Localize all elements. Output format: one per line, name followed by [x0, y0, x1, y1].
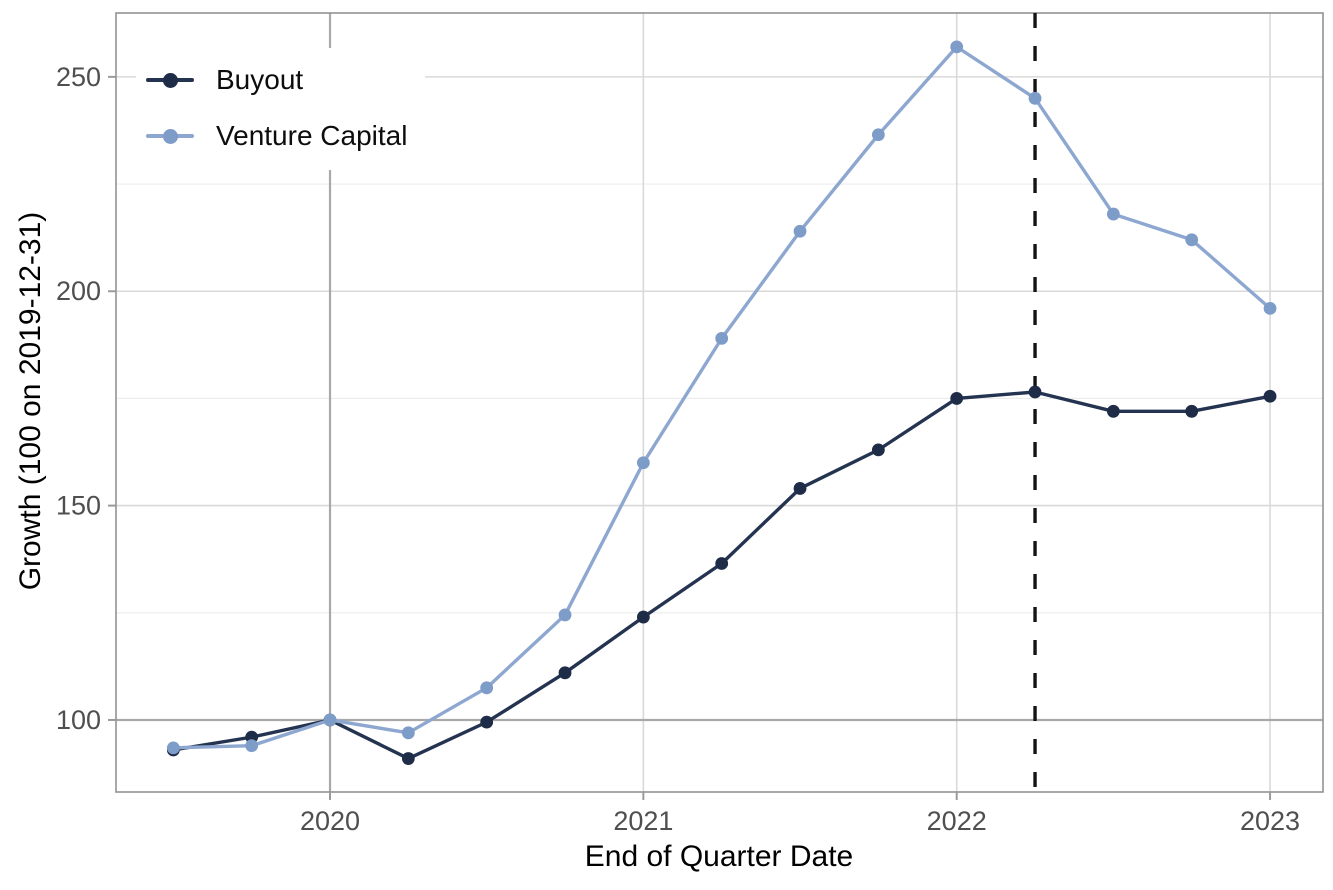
data-point-venture-capital [401, 726, 415, 740]
data-point-venture-capital [1263, 301, 1277, 315]
buyout-key-dot [162, 72, 178, 88]
legend-label-buyout: Buyout [216, 64, 304, 95]
data-point-venture-capital [1028, 91, 1042, 105]
data-point-venture-capital [793, 224, 807, 238]
y-tick-label: 250 [56, 62, 101, 92]
legend: Buyout Venture Capital [136, 48, 426, 170]
buyout-line-marker-icon [146, 71, 194, 89]
panel-border [115, 12, 1324, 793]
data-point-buyout [558, 666, 572, 680]
legend-item-venture-capital: Venture Capital [146, 108, 407, 164]
data-point-buyout [793, 482, 807, 495]
data-point-venture-capital [245, 739, 259, 753]
data-point-venture-capital [715, 332, 729, 345]
data-point-venture-capital [871, 128, 885, 142]
venture-capital-line-marker-icon [146, 127, 194, 145]
data-point-venture-capital [1106, 207, 1120, 221]
legend-label-venture-capital: Venture Capital [216, 120, 408, 151]
y-tick-label: 200 [56, 276, 101, 306]
data-point-buyout [950, 392, 964, 405]
x-axis-title: End of Quarter Date [584, 840, 854, 873]
x-tick-label: 2022 [927, 806, 987, 836]
data-point-venture-capital [480, 681, 494, 695]
x-tick-label: 2023 [1240, 806, 1300, 836]
data-point-buyout [1106, 404, 1120, 418]
data-point-venture-capital [323, 713, 337, 727]
data-point-buyout [871, 443, 885, 457]
data-point-buyout [1263, 389, 1277, 403]
legend-item-buyout: Buyout [146, 52, 407, 108]
data-point-venture-capital [636, 456, 650, 470]
x-tick-label: 2021 [613, 806, 673, 836]
data-point-venture-capital [166, 741, 180, 755]
data-point-venture-capital [950, 40, 964, 54]
data-point-buyout [401, 752, 415, 765]
data-point-venture-capital [1185, 233, 1199, 247]
data-point-buyout [1185, 404, 1199, 418]
data-point-buyout [715, 557, 729, 570]
y-axis-title: Growth (100 on 2019-12-31) [14, 211, 47, 591]
y-tick-label: 150 [56, 491, 101, 521]
x-tick-label: 2020 [300, 806, 360, 836]
venture-capital-key-dot [162, 128, 178, 144]
y-tick-label: 100 [56, 705, 101, 735]
data-point-buyout [480, 715, 494, 729]
data-point-buyout [636, 610, 650, 624]
data-point-venture-capital [558, 608, 572, 622]
data-point-buyout [1028, 385, 1042, 399]
